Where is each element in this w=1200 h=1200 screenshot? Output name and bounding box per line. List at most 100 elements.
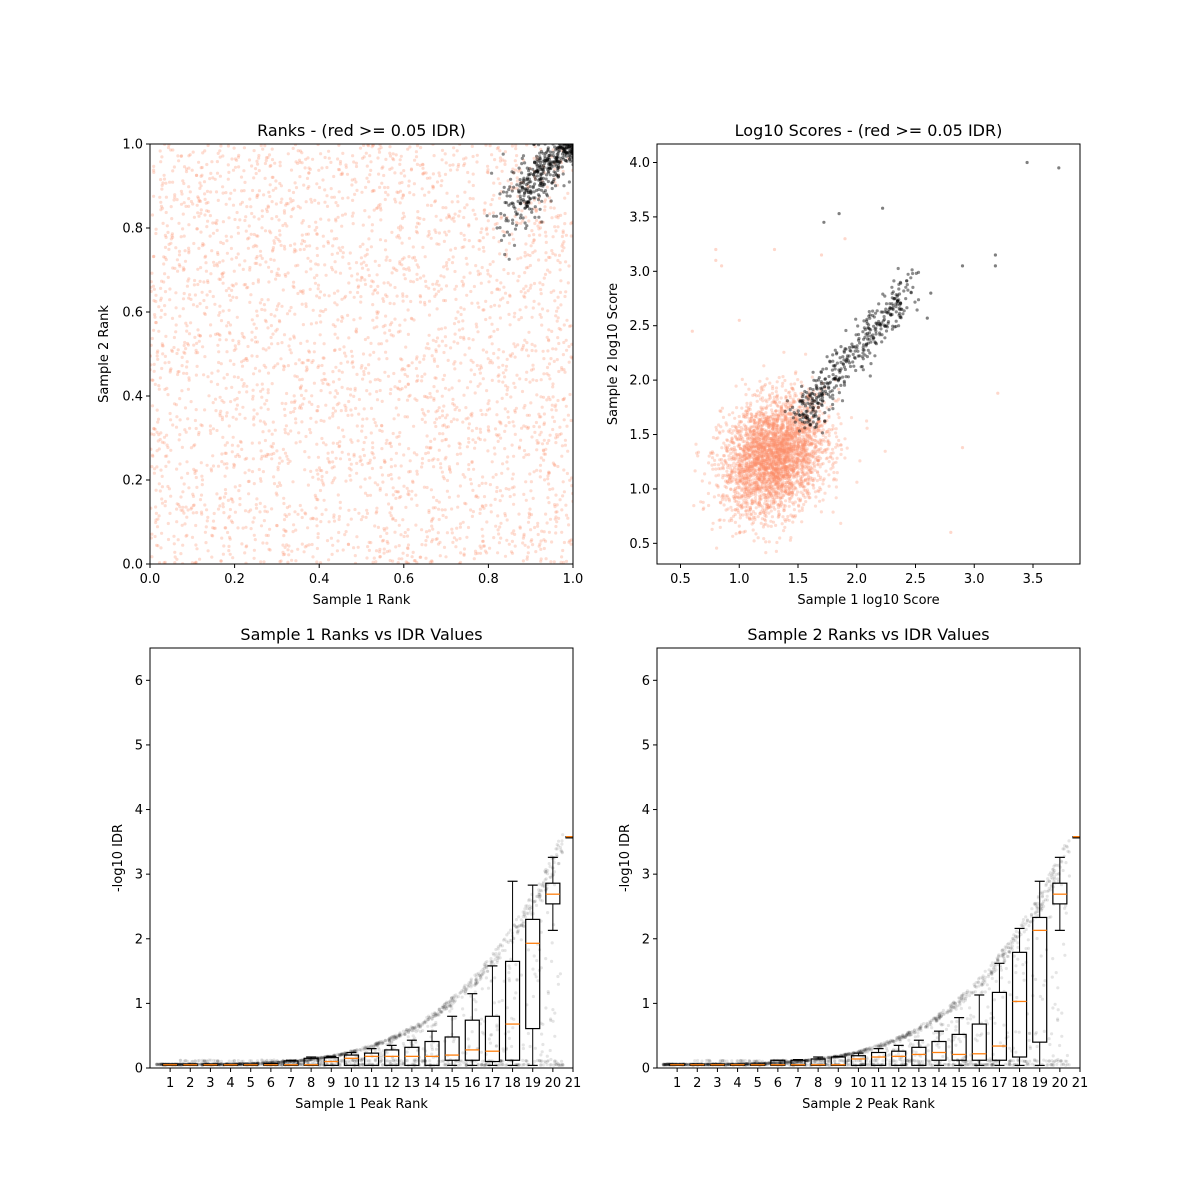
fail-point [391,157,395,161]
fail-point [430,524,434,528]
pass-point [569,147,573,151]
pass-point [525,178,529,182]
fail-point [203,408,207,412]
fail-point [381,297,385,301]
pass-point [534,170,538,174]
fail-point [530,342,534,346]
fail-point [422,217,426,221]
fail-point [405,534,410,538]
fail-point [426,203,430,207]
pass-point [524,201,529,205]
fail-point [340,370,344,374]
fail-point [194,469,198,473]
fail-point [210,533,214,538]
fail-point [757,430,761,434]
fail-point [261,387,265,391]
fail-point [152,369,156,373]
fail-point [218,497,222,501]
fail-point [542,422,546,427]
fail-point [288,243,293,248]
fail-point [414,357,419,361]
fail-point [554,531,558,535]
fail-point [735,495,740,499]
fail-point [183,259,188,263]
fail-point [475,426,479,430]
fail-point [551,415,555,419]
fail-point [444,264,448,268]
fail-point [408,469,412,474]
fail-point [211,221,215,225]
fail-point [742,476,746,481]
fail-point [855,480,859,484]
fail-point [218,304,222,308]
fail-point [483,438,487,442]
fail-point [773,452,777,456]
fail-point [795,431,799,435]
fail-point [764,467,768,471]
fail-point [815,439,819,443]
fail-point [239,175,244,179]
fail-point [786,402,790,406]
fail-point [520,389,525,394]
fail-point [332,174,336,179]
fail-point [227,516,231,520]
fail-point [263,422,268,426]
fail-point [563,196,567,200]
fail-point [734,463,738,467]
fail-point [309,416,313,420]
fail-point [762,434,767,438]
fail-point [388,323,392,327]
fail-point [721,476,725,480]
fail-point [388,392,392,396]
fail-point [538,226,543,230]
fail-point [775,457,779,461]
fail-point [408,459,412,463]
pass-point [539,172,544,176]
fail-point [753,482,757,486]
fail-point [780,502,784,506]
fail-point [406,382,410,386]
fail-point [383,331,387,335]
fail-point [476,273,481,277]
fail-point [380,423,384,428]
pass-point [507,188,511,192]
fail-point [553,180,557,184]
fail-point [527,453,531,457]
fail-point [733,457,738,461]
fail-point [777,465,781,469]
fail-point [243,282,248,287]
fail-point [482,208,486,213]
fail-point [350,214,354,218]
fail-point [558,261,562,265]
fail-point [316,477,320,481]
fail-point [159,296,163,300]
pass-point [543,156,547,160]
fail-point [264,365,268,369]
fail-point [398,236,402,240]
fail-point [538,542,542,546]
fail-point [353,388,357,392]
fail-point [196,267,200,271]
fail-point [735,428,739,433]
fail-point [372,208,376,212]
fail-point [782,465,787,469]
fail-point [385,550,389,554]
fail-point [375,206,379,210]
fail-point [735,426,739,430]
fail-point [432,465,436,469]
fail-point [200,478,205,482]
fail-point [774,437,778,441]
fail-point [217,277,221,281]
fail-point [726,481,730,485]
fail-point [754,425,758,429]
fail-point [302,550,306,554]
fail-point [539,220,543,224]
fail-point [270,147,274,151]
fail-point [206,219,210,223]
fail-point [320,474,324,479]
fail-point [462,553,466,557]
fail-point [794,425,798,429]
fail-point [427,190,431,194]
fail-point [450,386,454,390]
fail-point [369,541,373,545]
